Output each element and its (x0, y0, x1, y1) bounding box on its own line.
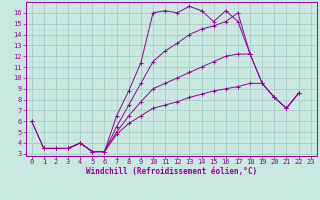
X-axis label: Windchill (Refroidissement éolien,°C): Windchill (Refroidissement éolien,°C) (86, 167, 257, 176)
